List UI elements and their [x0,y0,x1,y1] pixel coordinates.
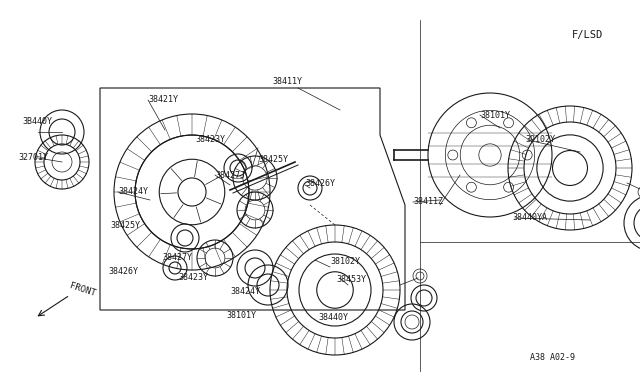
Text: FRONT: FRONT [68,282,97,298]
Text: 38425Y: 38425Y [258,155,288,164]
Text: 38425Y: 38425Y [110,221,140,230]
Text: 38102Y: 38102Y [330,257,360,266]
Text: 38440Y: 38440Y [318,314,348,323]
Text: 3B440Y: 3B440Y [22,118,52,126]
Text: F/LSD: F/LSD [572,30,604,40]
Text: 38101Y: 38101Y [480,110,510,119]
Text: 38423Y: 38423Y [178,273,208,282]
Text: 38423Y: 38423Y [195,135,225,144]
Text: 38426Y: 38426Y [108,267,138,276]
Text: 38421Y: 38421Y [148,96,178,105]
Text: 38453Y: 38453Y [336,276,366,285]
Text: 39102Y: 39102Y [525,135,555,144]
Text: 38427J: 38427J [215,170,245,180]
Text: 38426Y: 38426Y [305,179,335,187]
Text: 38427Y: 38427Y [162,253,192,263]
Text: 32701Y: 32701Y [18,154,48,163]
Text: 38101Y: 38101Y [226,311,256,320]
Text: 38424Y: 38424Y [118,187,148,196]
Text: 38411Z: 38411Z [413,198,443,206]
Text: A38 A02-9: A38 A02-9 [530,353,575,362]
Text: 38411Y: 38411Y [272,77,302,87]
Text: 38440YA: 38440YA [512,214,547,222]
Text: 38424Y: 38424Y [230,288,260,296]
